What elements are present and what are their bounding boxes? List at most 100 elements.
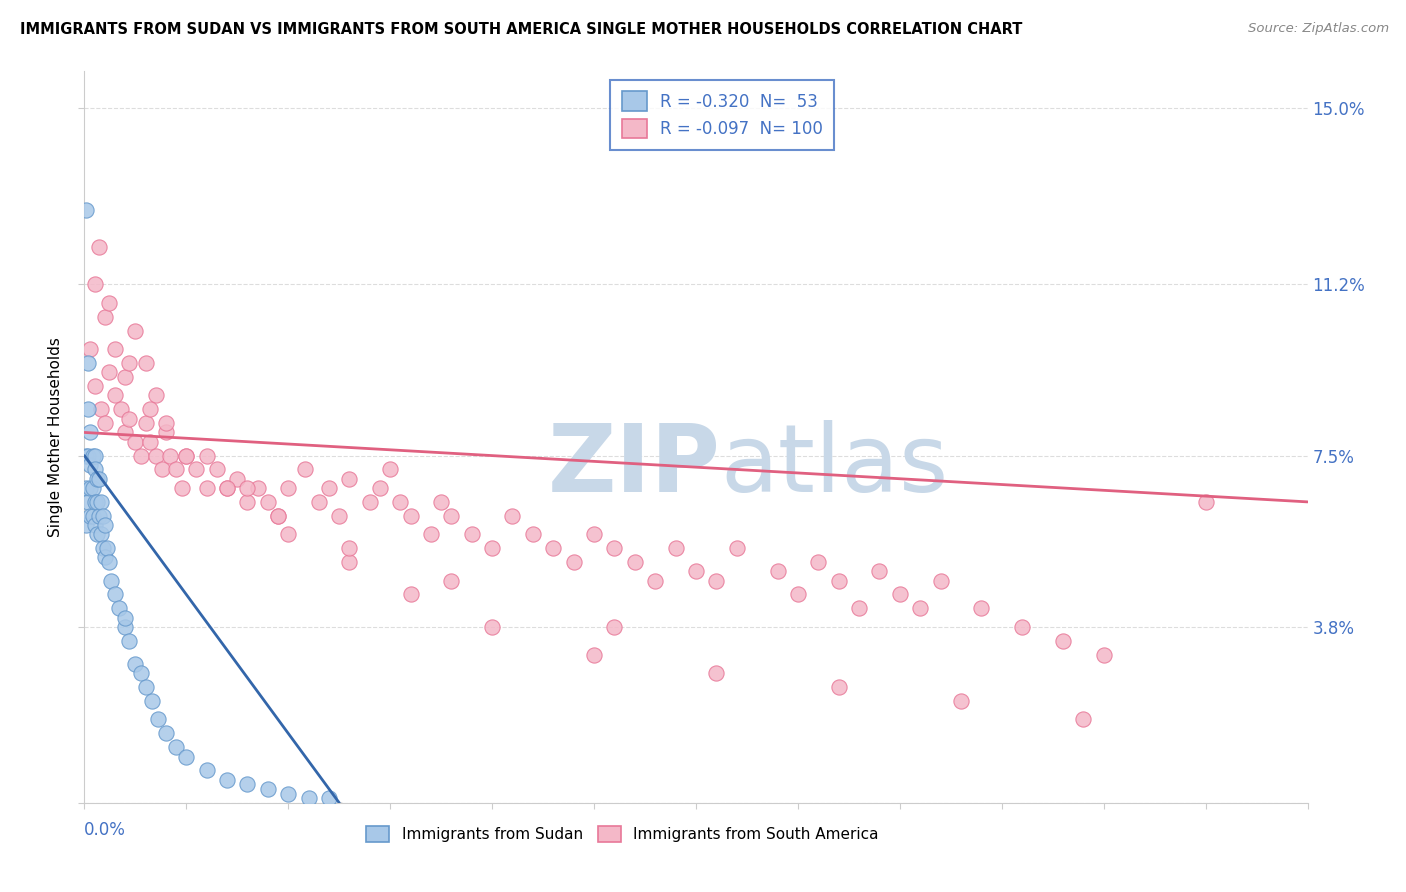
Point bbox=[624, 555, 647, 569]
Point bbox=[205, 462, 228, 476]
Point bbox=[110, 402, 132, 417]
Point bbox=[807, 555, 830, 569]
Point bbox=[1073, 713, 1095, 727]
Point bbox=[502, 508, 524, 523]
Legend: Immigrants from Sudan, Immigrants from South America: Immigrants from Sudan, Immigrants from S… bbox=[359, 819, 886, 850]
Point bbox=[155, 416, 177, 430]
Point bbox=[82, 449, 104, 463]
Point bbox=[83, 462, 105, 476]
Point bbox=[77, 449, 100, 463]
Point bbox=[246, 481, 269, 495]
Point bbox=[135, 356, 157, 370]
Point bbox=[644, 574, 666, 588]
Point bbox=[522, 527, 544, 541]
Point bbox=[318, 791, 340, 805]
Point bbox=[848, 601, 870, 615]
Point bbox=[339, 555, 361, 569]
Point bbox=[766, 565, 789, 579]
Point bbox=[318, 481, 340, 495]
Point bbox=[308, 495, 330, 509]
Point bbox=[75, 518, 97, 533]
Point bbox=[174, 749, 197, 764]
Point bbox=[77, 495, 100, 509]
Point bbox=[869, 565, 891, 579]
Point bbox=[77, 402, 100, 417]
Point bbox=[380, 462, 402, 476]
Point bbox=[93, 310, 115, 324]
Point bbox=[267, 508, 290, 523]
Point bbox=[236, 495, 259, 509]
Point bbox=[217, 481, 239, 495]
Point bbox=[172, 481, 194, 495]
Point bbox=[104, 388, 127, 402]
Point bbox=[277, 481, 299, 495]
Point bbox=[195, 449, 218, 463]
Point bbox=[389, 495, 412, 509]
Point bbox=[79, 458, 101, 472]
Point bbox=[83, 379, 105, 393]
Point bbox=[277, 787, 299, 801]
Point bbox=[1195, 495, 1218, 509]
Point bbox=[159, 449, 181, 463]
Point bbox=[93, 550, 115, 565]
Point bbox=[118, 411, 141, 425]
Point bbox=[118, 633, 141, 648]
Point bbox=[138, 402, 160, 417]
Point bbox=[83, 277, 105, 292]
Point bbox=[186, 462, 208, 476]
Point bbox=[108, 601, 131, 615]
Text: 0.0%: 0.0% bbox=[84, 821, 127, 839]
Point bbox=[368, 481, 391, 495]
Point bbox=[86, 495, 108, 509]
Point bbox=[236, 481, 259, 495]
Point bbox=[562, 555, 585, 569]
Point bbox=[685, 565, 707, 579]
Point bbox=[96, 541, 118, 556]
Point bbox=[82, 481, 104, 495]
Point bbox=[114, 425, 136, 440]
Point bbox=[114, 610, 136, 624]
Point bbox=[135, 680, 157, 694]
Point bbox=[277, 527, 299, 541]
Point bbox=[87, 508, 110, 523]
Point bbox=[725, 541, 748, 556]
Point bbox=[155, 425, 177, 440]
Point bbox=[195, 481, 218, 495]
Point bbox=[267, 508, 290, 523]
Point bbox=[150, 462, 173, 476]
Point bbox=[217, 772, 239, 787]
Point bbox=[583, 648, 606, 662]
Point bbox=[118, 356, 141, 370]
Text: ZIP: ZIP bbox=[547, 420, 720, 512]
Point bbox=[75, 449, 97, 463]
Point bbox=[79, 425, 101, 440]
Point bbox=[339, 472, 361, 486]
Point bbox=[481, 620, 503, 634]
Point bbox=[828, 574, 851, 588]
Point bbox=[165, 740, 187, 755]
Point bbox=[174, 449, 197, 463]
Point bbox=[79, 342, 101, 356]
Point bbox=[217, 481, 239, 495]
Point bbox=[97, 295, 120, 310]
Point bbox=[603, 620, 626, 634]
Point bbox=[104, 342, 127, 356]
Point bbox=[97, 365, 120, 379]
Point bbox=[787, 587, 810, 601]
Point bbox=[461, 527, 484, 541]
Point bbox=[75, 481, 97, 495]
Point bbox=[910, 601, 932, 615]
Point bbox=[339, 541, 361, 556]
Point bbox=[226, 472, 249, 486]
Point bbox=[138, 434, 160, 449]
Text: Source: ZipAtlas.com: Source: ZipAtlas.com bbox=[1249, 22, 1389, 36]
Point bbox=[90, 527, 112, 541]
Point bbox=[889, 587, 911, 601]
Point bbox=[155, 726, 177, 740]
Point bbox=[79, 508, 101, 523]
Point bbox=[1052, 633, 1074, 648]
Point bbox=[145, 449, 167, 463]
Point bbox=[83, 495, 105, 509]
Point bbox=[114, 370, 136, 384]
Text: atlas: atlas bbox=[720, 420, 949, 512]
